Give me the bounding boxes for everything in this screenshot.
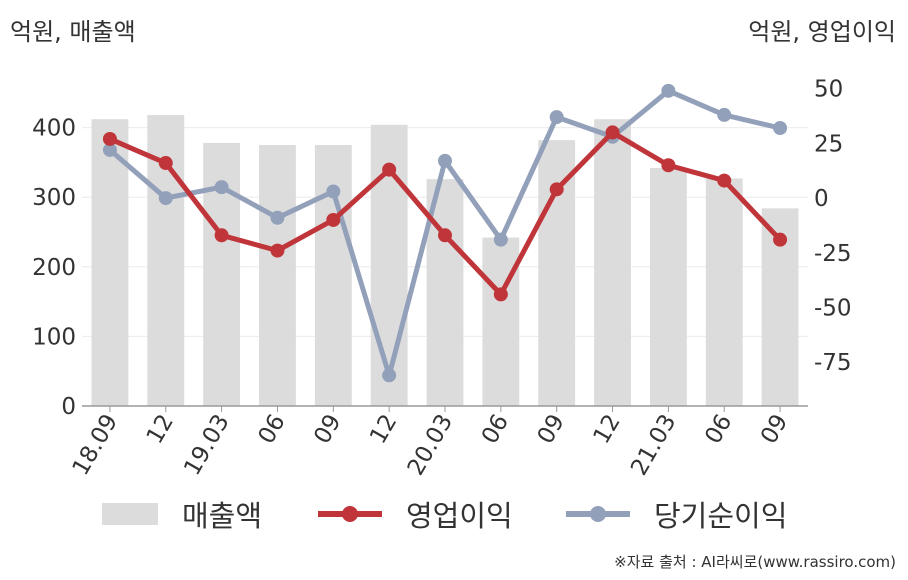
y-left-tick-label: 0 [61,394,76,420]
x-tick-label: 12 [365,410,402,448]
x-tick-label: 12 [142,410,179,448]
x-tick-label: 09 [756,410,793,448]
revenue-bar [482,237,520,406]
revenue-bar [705,178,743,406]
source-credit: ※자료 출처 : AI라씨로(www.rassiro.com) [614,553,896,571]
revenue-bars [91,115,799,407]
legend-item-operating: 영업이익 [318,492,513,536]
operating-profit-point [214,228,229,243]
x-tick-label: 21.03 [626,410,681,480]
net-income-point [773,121,788,136]
revenue-bar [594,119,631,407]
operating-profit-point [326,212,341,227]
net-income-point [438,153,452,168]
x-tick-label: 09 [309,410,346,448]
operating-profit-point [773,232,788,247]
legend: 매출액 영업이익 당기순이익 [0,492,908,536]
legend-label-revenue: 매출액 [182,499,263,533]
x-tick-label: 20.03 [403,410,458,480]
y-right-tick-label: 25 [814,131,843,157]
net-income-point [549,110,564,125]
right-axis-unit: 억원, 영업이익 [748,18,896,46]
y-right-tick-label: 50 [814,77,843,103]
y-left-tick-label: 300 [32,185,76,211]
net-income-point [326,184,341,199]
y-right-tick-label: -75 [814,350,852,376]
profit-lines [102,83,788,383]
operating-profit-point [717,173,732,188]
revenue-bar [649,167,687,406]
x-tick-label: 09 [533,410,570,448]
revenue-bar [314,145,352,406]
operating-profit-point [549,182,564,197]
y-right-tick-label: -50 [814,296,852,322]
net-income-point [493,232,508,247]
x-tick-label: 19.03 [179,410,234,480]
revenue-swatch [102,503,158,525]
x-tick-label: 12 [589,410,626,448]
y-left-tick-label: 200 [32,255,76,281]
x-tick-label: 06 [700,410,737,448]
net-income-point [717,107,732,122]
revenue-bar [259,145,296,406]
operating-swatch [318,503,382,525]
legend-item-revenue: 매출액 [102,492,262,536]
net-swatch [566,503,630,525]
y-right-tick-label: -25 [814,241,852,267]
net-income-point [270,210,285,225]
net-income-point [102,142,117,157]
x-tick-label: 18.09 [68,410,123,480]
net-income-point [214,180,229,195]
operating-profit-point [270,243,285,258]
left-axis-unit: 억원, 매출액 [10,18,136,46]
axes [82,405,808,412]
revenue-bar [538,140,576,407]
operating-profit-point [102,131,117,146]
net-income-point [661,83,676,98]
operating-profit-point [382,162,397,177]
net-income-point [382,368,397,383]
y-left-tick-label: 100 [32,324,76,350]
x-tick-label: 06 [254,410,291,448]
y-left-tick-label: 400 [32,116,76,142]
revenue-bar [91,119,129,407]
y-right-tick-label: 0 [814,186,829,212]
legend-label-net: 당기순이익 [654,499,788,533]
operating-profit-point [493,287,508,302]
operating-profit-point [158,156,173,171]
operating-profit-point [661,158,676,173]
legend-item-net: 당기순이익 [566,492,787,536]
operating-profit-point [438,228,452,243]
x-tick-label: 06 [477,410,514,448]
net-income-point [158,191,173,206]
operating-profit-point [605,125,620,140]
legend-label-operating: 영업이익 [406,499,513,533]
